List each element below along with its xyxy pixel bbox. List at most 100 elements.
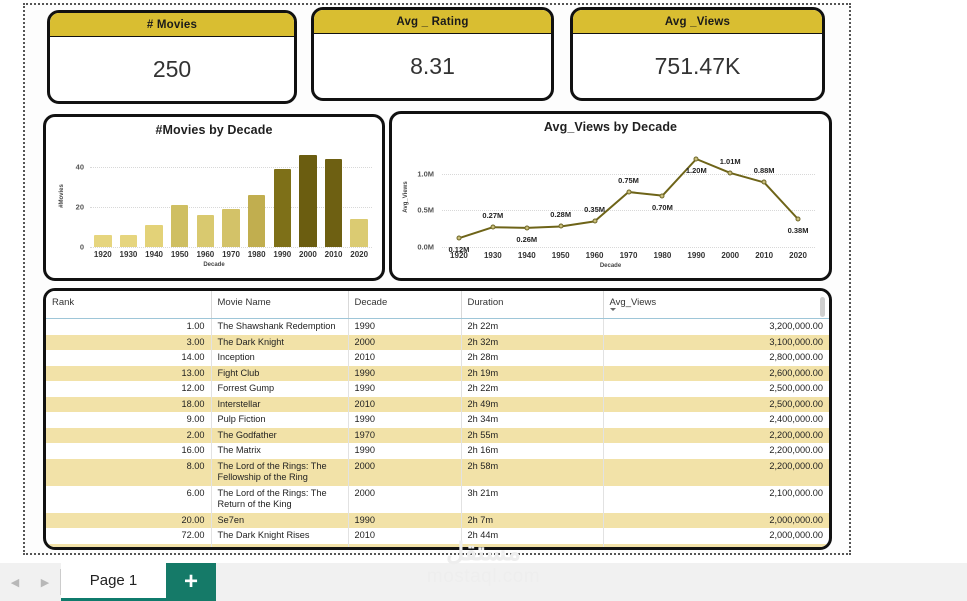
line-chart-data-point[interactable] <box>490 224 496 230</box>
line-chart-plot: Avg_Views 0.0M 0.5M 1.0M 0.12M 1920 0.27M 1930 0… <box>392 134 829 277</box>
table-cell-rank: 11.00 <box>46 543 212 547</box>
col-header-movie[interactable]: Movie Name <box>211 291 349 319</box>
table-cell-rank: 8.00 <box>46 458 212 486</box>
next-page-arrow-icon[interactable]: ▶ <box>40 576 50 589</box>
line-chart-data-label: 0.88M <box>753 166 775 176</box>
table-row[interactable]: 9.00 Pulp Fiction 1990 2h 34m 2,400,000.00 <box>46 412 829 428</box>
line-chart-data-point[interactable] <box>592 218 598 224</box>
table-cell-movie-name: The Lord of the Rings: The Return of the… <box>211 485 349 513</box>
col-header-rank[interactable]: Rank <box>46 291 212 319</box>
table-row[interactable]: 8.00 The Lord of the Rings: The Fellowshi… <box>46 458 829 486</box>
table-row[interactable]: 3.00 The Dark Knight 2000 2h 32m 3,100,000.0… <box>46 334 829 350</box>
table-cell-movie-name: The Lord of the Rings: The Fellowship of… <box>211 458 349 486</box>
bar-chart-title: #Movies by Decade <box>155 123 273 137</box>
table-row[interactable]: 16.00 The Matrix 1990 2h 16m 2,200,000.00 <box>46 443 829 459</box>
table-cell-avg-views: 2,000,000.00 <box>769 530 823 540</box>
kpi-value-avg-views: 751.47K <box>654 52 741 79</box>
bar-chart-bar[interactable] <box>171 205 189 247</box>
page-tab-page-1[interactable]: Page 1 <box>61 563 166 601</box>
line-chart-data-point[interactable] <box>727 170 733 176</box>
bar-chart-bar[interactable] <box>350 219 368 247</box>
table-cell-decade: 2010 <box>348 350 462 366</box>
table-cell-movie-name: The Matrix <box>211 443 349 459</box>
line-chart-data-point[interactable] <box>795 216 801 222</box>
table-cell-rank: 3.00 <box>46 334 212 350</box>
sort-descending-icon <box>609 308 616 311</box>
table-cell-rank: 18.00 <box>46 396 212 412</box>
line-chart-data-point[interactable] <box>626 189 631 195</box>
kpi-card-avg-rating[interactable]: Avg _ Rating 8.31 <box>311 7 554 101</box>
table-row[interactable]: 20.00 Se7en 1990 2h 7m 2,000,000.00 <box>46 512 829 528</box>
bar-chart-y-tick: 40 <box>75 162 84 172</box>
col-header-decade[interactable]: Decade <box>348 291 462 319</box>
table-row[interactable]: 13.00 Fight Club 1990 2h 19m 2,600,000.00 <box>46 365 829 381</box>
bar-chart-x-tick: 1980 <box>247 250 266 259</box>
table-row[interactable]: 12.00 Forrest Gump 1990 2h 22m 2,500,000.00 <box>46 381 829 397</box>
line-chart-data-point[interactable] <box>693 156 699 162</box>
movies-table[interactable]: Rank Movie Name Decade Duration Avg_View… <box>43 288 832 550</box>
table-cell-movie-name: Pulp Fiction <box>211 412 349 428</box>
table-cell-rank: 13.00 <box>46 365 212 381</box>
line-chart-data-label: 0.38M <box>787 226 809 236</box>
bar-chart-bar[interactable] <box>299 155 317 247</box>
bar-chart-bar[interactable] <box>273 169 291 247</box>
table-row[interactable]: 2.00 The Godfather 1970 2h 55m 2,200,000.00 <box>46 427 829 443</box>
line-chart-data-point[interactable] <box>524 225 530 231</box>
line-chart-x-tick: 1990 <box>687 251 706 260</box>
table-cell-movie-name: The Lord of the Rings: The Two <box>211 543 349 547</box>
table-vertical-scrollbar[interactable] <box>820 297 825 317</box>
kpi-value-avg-rating: 8.31 <box>410 52 455 79</box>
table-row[interactable]: 6.00 The Lord of the Rings: The Return of… <box>46 485 829 513</box>
table-cell-avg-views: 2,600,000.00 <box>603 365 829 381</box>
bar-chart-bar[interactable] <box>222 209 240 247</box>
bar-chart-bar[interactable] <box>94 235 112 247</box>
line-chart-data-point[interactable] <box>558 223 564 229</box>
table-cell-rank: 20.00 <box>46 512 212 528</box>
line-chart-gridline <box>442 247 815 248</box>
table-row[interactable]: 1.00 The Shawshank Redemption 1990 2h 22m 3,… <box>46 318 829 335</box>
table-cell-decade: 1990 <box>348 318 462 335</box>
table-row[interactable]: 18.00 Interstellar 2010 2h 49m 2,500,000.00 <box>46 396 829 412</box>
table-cell-duration: 2h 19m <box>461 365 604 381</box>
kpi-title-movies: # Movies <box>50 13 294 37</box>
chart-movies-by-decade[interactable]: #Movies by Decade #Movies 0 20 40 1920 1930 19… <box>43 114 385 281</box>
col-header-duration[interactable]: Duration <box>461 291 604 319</box>
previous-page-arrow-icon[interactable]: ◀ <box>10 576 20 589</box>
add-page-button[interactable]: + <box>166 563 216 601</box>
bar-chart-bar[interactable] <box>145 225 163 247</box>
table-cell-decade: 1970 <box>348 427 462 443</box>
table-cell-movie-name: Interstellar <box>211 396 349 412</box>
kpi-card-movies[interactable]: # Movies 250 <box>47 10 297 104</box>
table-cell-avg-views: 2,500,000.00 <box>603 396 829 412</box>
line-chart-data-label: 0.35M <box>584 205 606 215</box>
table-cell-movie-name: The Godfather <box>211 427 349 443</box>
line-chart-y-tick: 0.5M <box>417 205 434 215</box>
table-cell-rank: 16.00 <box>46 443 212 459</box>
bar-chart-bar[interactable] <box>196 215 215 247</box>
table-cell-decade: 1990 <box>348 381 462 397</box>
bar-chart-x-tick: 1930 <box>119 250 138 259</box>
col-header-avg-views[interactable]: Avg_Views <box>603 291 829 319</box>
table-cell-decade: 2000 <box>348 543 462 547</box>
table-cell-duration: 2h 34m <box>461 412 604 428</box>
line-chart-data-label: 0.70M <box>651 202 673 212</box>
table-cell-movie-name: Fight Club <box>211 365 349 381</box>
line-chart-data-label: 0.27M <box>482 211 504 221</box>
bar-chart-bar[interactable] <box>324 159 343 247</box>
line-chart-data-point[interactable] <box>456 235 462 241</box>
bar-chart-bar[interactable] <box>247 195 266 247</box>
kpi-card-avg-views[interactable]: Avg _Views 751.47K <box>570 7 825 101</box>
chart-avg-views-by-decade[interactable]: Avg_Views by Decade Avg_Views 0.0M 0.5M 1.0… <box>389 111 832 281</box>
line-chart-x-tick: 1960 <box>585 251 604 260</box>
bar-chart-x-tick: 1940 <box>145 250 163 259</box>
line-chart-y-tick: 1.0M <box>417 169 434 179</box>
bar-chart-bar[interactable] <box>119 235 138 247</box>
table-row[interactable]: 72.00 The Dark Knight Rises 2010 2h 44m 2,00… <box>46 528 829 544</box>
line-chart-data-point[interactable] <box>761 179 767 185</box>
report-canvas: # Movies 250 Avg _ Rating 8.31 Avg _View… <box>23 3 851 555</box>
kpi-title-avg-rating: Avg _ Rating <box>314 10 551 34</box>
table-cell-decade: 1990 <box>348 412 462 428</box>
table-row[interactable]: 14.00 Inception 2010 2h 28m 2,800,000.00 <box>46 350 829 366</box>
line-chart-data-point[interactable] <box>659 193 665 199</box>
